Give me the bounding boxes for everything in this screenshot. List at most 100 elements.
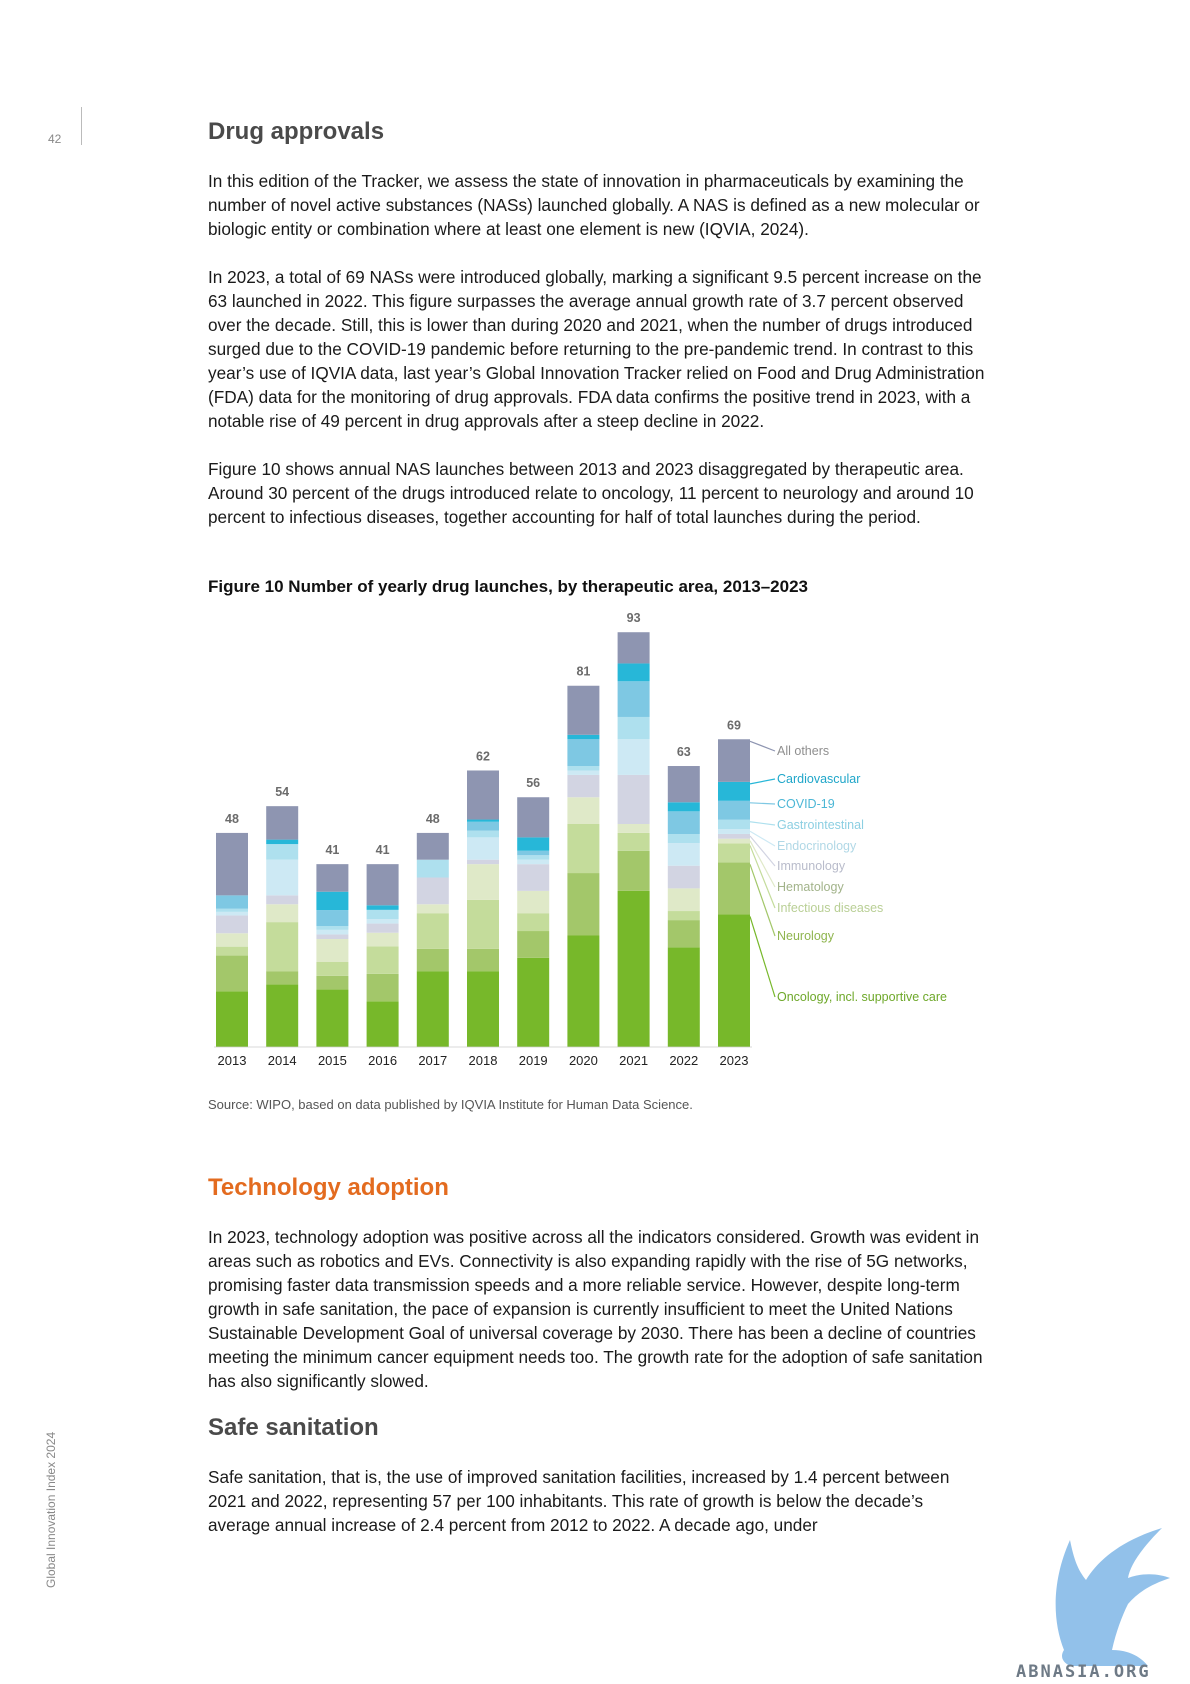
bar-segment-2013-6 [216, 908, 248, 912]
bar-segment-2022-9 [667, 766, 700, 803]
bar-segment-2015-6 [316, 926, 349, 930]
bar-segment-2021-0 [617, 890, 650, 1047]
legend-leader-0 [749, 740, 776, 752]
bar-segment-2018-2 [467, 899, 499, 949]
bar-segment-2022-7 [667, 811, 700, 834]
bar-segment-2021-9 [617, 632, 650, 664]
bar-total-label-2014: 54 [275, 785, 289, 799]
bar-segment-2021-2 [617, 832, 650, 851]
legend-leader-4 [749, 830, 776, 847]
dragon-icon [1055, 1528, 1170, 1666]
bar-segment-2020-0 [567, 935, 600, 1047]
bar-segment-2020-6 [567, 766, 600, 771]
bar-total-label-2021: 93 [627, 611, 641, 625]
bar-segment-2022-4 [667, 865, 700, 889]
bar-segment-2019-5 [517, 859, 550, 865]
legend-leader-9 [749, 916, 776, 998]
x-tick-label-2021: 2021 [619, 1053, 648, 1068]
page-number-divider [81, 107, 82, 145]
bar-segment-2018-6 [467, 830, 499, 838]
bar-segment-2020-5 [567, 770, 600, 775]
bar-segment-2015-7 [316, 910, 349, 927]
bar-segment-2020-8 [567, 734, 600, 740]
main-content: Drug approvals In this edition of the Tr… [208, 118, 988, 1537]
bar-segment-2020-7 [567, 739, 600, 767]
bar-segment-2018-0 [467, 971, 499, 1047]
bar-segment-2013-5 [216, 911, 248, 916]
bar-segment-2020-3 [567, 797, 600, 824]
bar-segment-2014-2 [266, 922, 299, 972]
bar-segment-2017-9 [416, 832, 449, 860]
bar-total-label-2016: 41 [376, 843, 390, 857]
legend-leader-5 [749, 835, 776, 867]
bar-segment-2023-2 [718, 843, 750, 863]
bar-segment-2023-1 [718, 862, 750, 915]
legend-label-7: Infectious diseases [777, 901, 883, 915]
legend-label-0: All others [777, 744, 829, 758]
bar-segment-2018-9 [467, 770, 499, 820]
bar-segment-2023-4 [718, 833, 750, 839]
paragraph-1: In this edition of the Tracker, we asses… [208, 171, 980, 239]
paragraph-3: Figure 10 shows annual NAS launches betw… [208, 459, 974, 527]
bar-total-label-2019: 56 [526, 776, 540, 790]
paragraph-technology: In 2023, technology adoption was positiv… [208, 1227, 983, 1391]
bar-total-label-2013: 48 [225, 812, 239, 826]
x-tick-label-2017: 2017 [418, 1053, 447, 1068]
legend-leader-8 [749, 864, 776, 937]
legend-label-8: Neurology [777, 929, 835, 943]
bar-segment-2015-4 [316, 934, 349, 940]
x-tick-label-2023: 2023 [720, 1053, 749, 1068]
watermark-text: ABNASIA.ORG [1016, 1662, 1151, 1682]
bar-segment-2018-5 [467, 837, 499, 860]
bar-segment-2022-5 [667, 843, 700, 866]
bar-segment-2020-4 [567, 774, 600, 798]
bar-segment-2017-4 [416, 877, 449, 905]
legend-label-9: Oncology, incl. supportive care [777, 990, 947, 1004]
legend-label-1: Cardiovascular [777, 772, 860, 786]
bar-segment-2023-3 [718, 838, 750, 844]
bar-segment-2013-2 [216, 946, 248, 956]
x-tick-label-2022: 2022 [669, 1053, 698, 1068]
bar-segment-2021-5 [617, 739, 650, 775]
bar-segment-2019-4 [517, 864, 550, 891]
bar-segment-2019-3 [517, 890, 550, 914]
bar-segment-2023-6 [718, 819, 750, 830]
paragraph-sanitation: Safe sanitation, that is, the use of imp… [208, 1467, 950, 1535]
bar-segment-2013-1 [216, 955, 248, 992]
drug-launches-chart: 48 2013 54 2014 41 2015 41 2016 48 2017 62 2018 56 20… [214, 611, 947, 1068]
x-tick-label-2018: 2018 [469, 1053, 498, 1068]
bar-segment-2022-2 [667, 911, 700, 921]
section-heading-safe-sanitation: Safe sanitation [208, 1414, 379, 1441]
legend-leader-2 [749, 802, 776, 805]
bar-segment-2021-8 [617, 663, 650, 682]
legend-leader-7 [749, 845, 776, 909]
bar-total-label-2020: 81 [576, 665, 590, 679]
figure-title: Figure 10 Number of yearly drug launches… [208, 577, 808, 596]
bar-segment-2018-4 [467, 859, 499, 865]
legend-label-5: Immunology [777, 859, 846, 873]
bar-segment-2022-0 [667, 947, 700, 1047]
legend-label-2: COVID-19 [777, 797, 835, 811]
bar-segment-2018-7 [467, 821, 499, 831]
bar-segment-2015-5 [316, 929, 349, 935]
figure-source: Source: WIPO, based on data published by… [208, 1097, 693, 1112]
bar-segment-2014-3 [266, 904, 299, 923]
bar-segment-2019-7 [517, 850, 550, 856]
bar-segment-2023-9 [718, 739, 750, 782]
bar-segment-2022-3 [667, 888, 700, 912]
legend-label-6: Hematology [777, 880, 844, 894]
bar-segment-2015-2 [316, 962, 349, 976]
section-heading-technology-adoption: Technology adoption [208, 1174, 449, 1201]
legend-label-3: Gastrointestinal [777, 818, 864, 832]
bar-total-label-2017: 48 [426, 812, 440, 826]
x-tick-label-2014: 2014 [268, 1053, 297, 1068]
bar-segment-2018-8 [467, 819, 499, 822]
bar-segment-2014-4 [266, 895, 299, 905]
bar-segment-2019-2 [517, 913, 550, 932]
legend-leader-3 [749, 821, 776, 826]
x-tick-label-2016: 2016 [368, 1053, 397, 1068]
bar-segment-2023-5 [718, 829, 750, 834]
bar-segment-2023-0 [718, 914, 750, 1047]
bar-segment-2021-1 [617, 850, 650, 891]
bar-segment-2023-7 [718, 800, 750, 820]
